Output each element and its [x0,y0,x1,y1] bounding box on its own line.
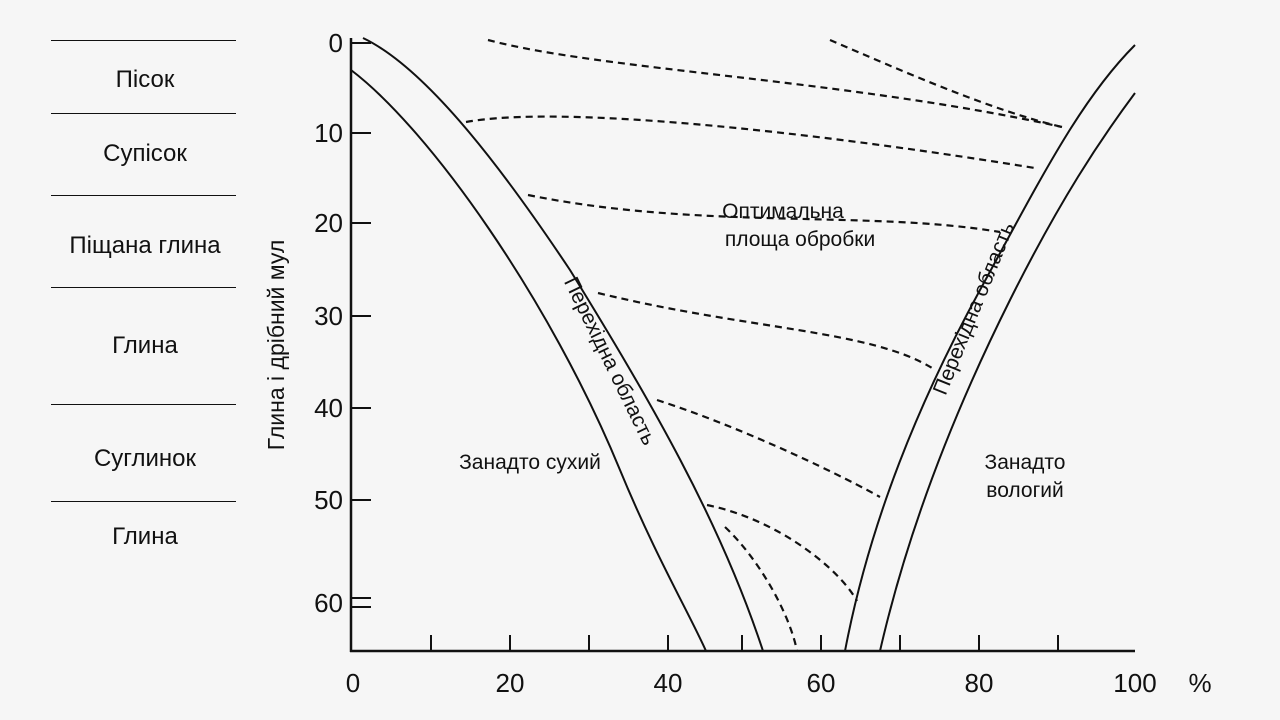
y-tick-labels: 0 10 20 30 40 50 60 [314,28,343,618]
soil-divider [51,113,236,114]
soil-label-loam: Суглинок [93,445,197,472]
x-tick-label: 60 [807,668,836,698]
x-tick-label: 20 [496,668,525,698]
soil-divider [51,287,236,288]
too-dry-label: Занадто сухий [459,451,601,474]
dashed-contour-6 [656,398,881,498]
optimal-area-label-line1: Оптимальна [722,200,844,223]
dashed-contour-8 [724,526,799,652]
y-tick-label: 0 [329,28,343,58]
y-tick-label: 20 [314,208,343,238]
soil-label-sandy-clay: Піщана глина [69,232,221,259]
dry-boundary-inner [362,37,764,652]
y-axis-label: Глина і дрібний мул [263,240,289,451]
x-tick-label: 100 [1113,668,1156,698]
dry-boundary-outer [350,69,707,652]
soil-divider [51,404,236,405]
optimal-area-label-line2: площа обробки [725,228,875,251]
dashed-contour-5 [597,291,933,369]
wet-boundary-inner [844,44,1136,652]
y-tick-label: 60 [314,588,343,618]
x-tick-labels: 0 20 40 60 80 100 [346,668,1157,698]
too-wet-label-line2: вологий [986,479,1063,502]
dashed-contour-2 [829,38,1063,129]
dashed-contour-3 [465,115,1036,170]
y-tick-label: 10 [314,118,343,148]
x-axis-ticks [430,635,1059,651]
dashed-contour-1 [487,38,1063,129]
y-axis-ticks [351,42,371,608]
x-tick-label: 80 [965,668,994,698]
dashed-contour-4 [527,193,1001,234]
soil-label-sandy-loam: Супісок [103,140,187,167]
x-axis-unit: % [1188,668,1211,698]
soil-divider [51,195,236,196]
soil-type-scale: Пісок Супісок Піщана глина Глина Суглино… [0,0,260,720]
y-tick-label: 50 [314,485,343,515]
x-tick-label: 40 [654,668,683,698]
x-tick-label: 0 [346,668,360,698]
dashed-contour-7 [706,503,858,602]
soil-divider [51,40,236,41]
dashed-contours [465,38,1063,652]
soil-divider [51,501,236,502]
soil-label-clay-bottom: Глина [112,523,178,550]
y-tick-label: 30 [314,301,343,331]
soil-label-sand: Пісок [115,66,175,93]
transition-zone-label-left: Перехідна область [559,273,660,448]
wet-boundary-outer [879,92,1136,652]
soil-label-clay: Глина [112,332,178,359]
y-tick-label: 40 [314,393,343,423]
too-wet-label-line1: Занадто [985,451,1066,474]
